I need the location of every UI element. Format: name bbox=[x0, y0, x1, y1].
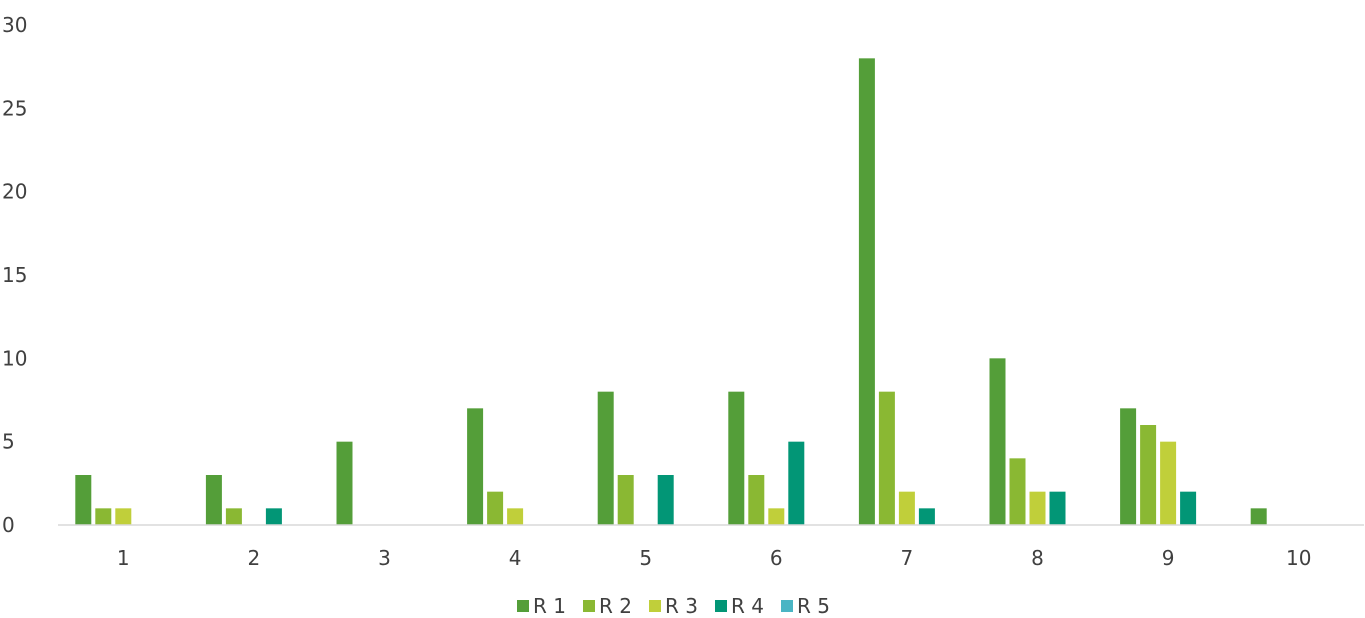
bar bbox=[467, 408, 484, 525]
bar bbox=[95, 508, 112, 525]
bar bbox=[1120, 408, 1137, 525]
legend-swatch bbox=[583, 600, 595, 612]
legend-label: R 5 bbox=[797, 594, 830, 618]
legend-item: R 2 bbox=[583, 594, 632, 618]
bar bbox=[507, 508, 524, 525]
bar bbox=[918, 508, 935, 525]
legend-label: R 2 bbox=[599, 594, 632, 618]
y-tick-label: 0 bbox=[2, 513, 15, 537]
legend-swatch bbox=[517, 600, 529, 612]
bar bbox=[657, 475, 674, 525]
x-tick-label: 5 bbox=[639, 546, 652, 570]
bar bbox=[1250, 508, 1267, 525]
bar bbox=[858, 58, 875, 525]
bar bbox=[75, 475, 92, 525]
legend-item: R 3 bbox=[649, 594, 698, 618]
x-tick-label: 7 bbox=[901, 546, 914, 570]
bar bbox=[336, 441, 353, 525]
legend-swatch bbox=[715, 600, 727, 612]
bar bbox=[487, 491, 504, 525]
bar bbox=[878, 391, 895, 525]
y-tick-label: 30 bbox=[2, 13, 27, 37]
x-tick-label: 8 bbox=[1031, 546, 1044, 570]
y-tick-label: 15 bbox=[2, 263, 27, 287]
y-tick-label: 5 bbox=[2, 430, 15, 454]
bar bbox=[597, 391, 614, 525]
legend-item: R 5 bbox=[781, 594, 830, 618]
bar bbox=[205, 475, 222, 525]
legend-item: R 1 bbox=[517, 594, 566, 618]
x-tick-label: 2 bbox=[248, 546, 261, 570]
bar bbox=[1180, 491, 1197, 525]
legend-label: R 3 bbox=[665, 594, 698, 618]
bar bbox=[1029, 491, 1046, 525]
legend-label: R 1 bbox=[533, 594, 566, 618]
bar bbox=[115, 508, 132, 525]
bar bbox=[989, 358, 1006, 525]
x-tick-label: 3 bbox=[378, 546, 391, 570]
bar bbox=[748, 475, 765, 525]
legend-swatch bbox=[649, 600, 661, 612]
legend: R 1 R 2 R 3 R 4 R 5 bbox=[517, 594, 830, 618]
bar-series-group bbox=[75, 58, 1267, 525]
y-tick-label: 25 bbox=[2, 96, 27, 120]
legend-swatch bbox=[781, 600, 793, 612]
bar bbox=[225, 508, 242, 525]
bar bbox=[1049, 491, 1066, 525]
bar bbox=[617, 475, 634, 525]
x-axis: 1 2 3 4 5 6 7 8 9 10 bbox=[117, 546, 1311, 570]
legend-label: R 4 bbox=[731, 594, 764, 618]
y-tick-label: 20 bbox=[2, 180, 27, 204]
bar bbox=[265, 508, 282, 525]
x-tick-label: 6 bbox=[770, 546, 783, 570]
x-tick-label: 9 bbox=[1162, 546, 1175, 570]
y-axis: 0 5 10 15 20 25 30 bbox=[2, 13, 27, 537]
y-tick-label: 10 bbox=[2, 346, 27, 370]
bar bbox=[788, 441, 805, 525]
x-tick-label: 1 bbox=[117, 546, 130, 570]
bar bbox=[1160, 441, 1177, 525]
legend-item: R 4 bbox=[715, 594, 764, 618]
bar bbox=[768, 508, 785, 525]
bar bbox=[1009, 458, 1026, 525]
bar bbox=[1140, 425, 1157, 525]
bar bbox=[898, 491, 915, 525]
x-tick-label: 4 bbox=[509, 546, 522, 570]
x-tick-label: 10 bbox=[1286, 546, 1311, 570]
bar bbox=[728, 391, 745, 525]
